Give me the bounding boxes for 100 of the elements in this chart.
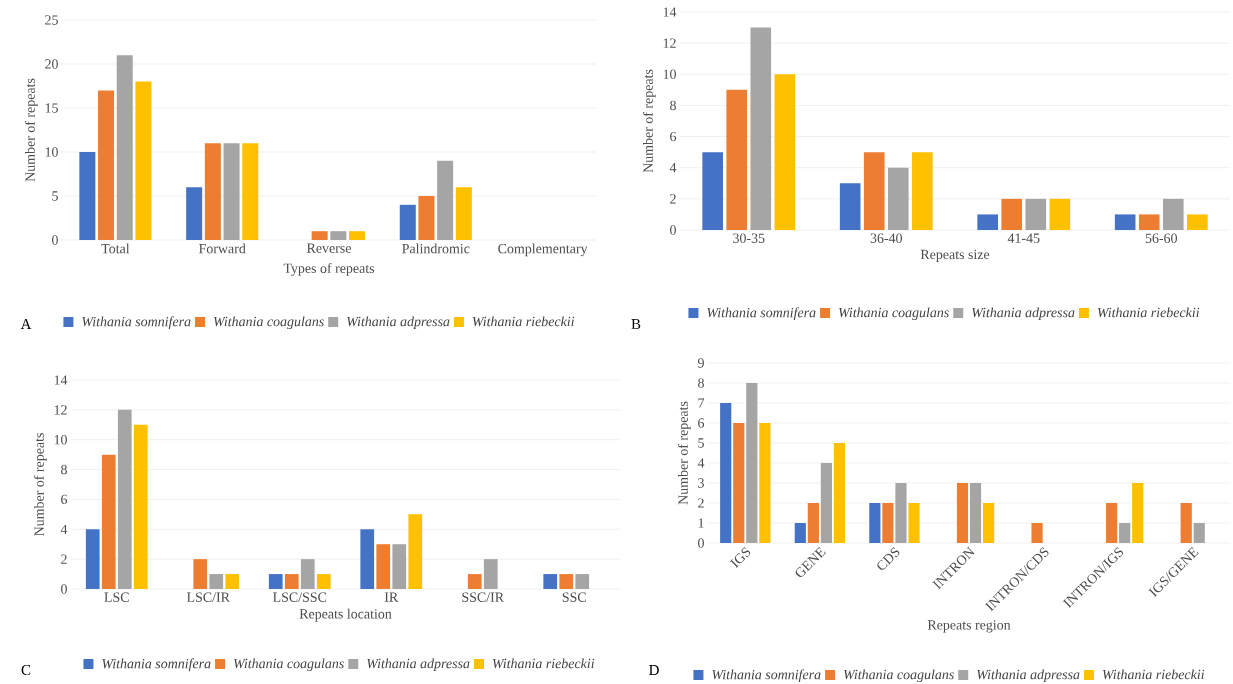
x-tick-label: LSC/SSC	[273, 592, 327, 602]
y-tick-label: 0	[61, 584, 67, 594]
x-tick-label: Total	[101, 243, 130, 254]
y-tick-label: 5	[698, 438, 704, 448]
bar	[977, 214, 998, 230]
bar	[882, 503, 894, 543]
bar	[483, 559, 498, 589]
y-tick-label: 2	[670, 194, 676, 204]
y-tick-label: 6	[698, 418, 705, 428]
legend-label: Withania adpressa	[367, 658, 470, 672]
y-tick-label: 8	[698, 378, 704, 388]
y-tick-label: 9	[697, 358, 704, 368]
bar	[135, 81, 152, 240]
y-axis-title: Number of repeats	[642, 69, 656, 173]
bar	[79, 152, 96, 240]
y-tick-label: 14	[54, 375, 68, 385]
x-tick-label: Forward	[198, 243, 246, 254]
bar	[117, 409, 132, 589]
bar	[316, 574, 331, 589]
text: B	[631, 319, 641, 329]
legend-label: Withania coagulans	[233, 658, 344, 672]
bar	[186, 187, 203, 240]
x-axis-title: Types of repeats	[283, 263, 375, 276]
bar	[820, 463, 832, 543]
x-tick-label: 56-60	[1145, 233, 1177, 243]
x-axis-title: Repeats size	[920, 249, 990, 262]
bar	[223, 143, 240, 240]
bar	[242, 143, 259, 240]
legend-label: Withania somnifera	[102, 658, 211, 672]
bar	[399, 204, 416, 240]
legend-label: Withania coagulans	[838, 307, 949, 321]
x-tick-label: 36-40	[870, 233, 902, 243]
y-tick-label: 2	[61, 554, 67, 564]
text: A	[20, 319, 32, 329]
x-axis-title: Repeats region	[927, 620, 1011, 633]
bar	[1187, 214, 1208, 230]
bar	[759, 423, 771, 543]
legend-label: Withania adpressa	[977, 669, 1080, 683]
x-tick-label: LSC/IR	[186, 592, 230, 602]
legend-label: Withania coagulans	[213, 316, 324, 330]
legend-label: Withania adpressa	[347, 316, 450, 330]
bar	[1001, 198, 1023, 230]
y-tick-label: 8	[61, 464, 67, 475]
x-tick-label: Reverse	[306, 243, 351, 253]
y-tick-label: 25	[45, 15, 58, 25]
bar	[750, 27, 772, 230]
bar	[887, 167, 909, 230]
bar	[720, 403, 732, 543]
bar	[1049, 198, 1071, 230]
bar	[349, 231, 366, 240]
bar	[839, 183, 861, 230]
bar	[133, 424, 148, 589]
bar	[1132, 483, 1144, 543]
bar	[559, 574, 574, 589]
bar	[1193, 523, 1205, 543]
y-tick-label: 0	[698, 538, 704, 548]
y-axis-title: Number of repeats	[33, 433, 47, 536]
y-tick-label: 6	[61, 494, 68, 505]
bar	[774, 74, 796, 230]
bar	[437, 160, 454, 240]
bar	[1162, 198, 1184, 230]
x-tick-label: SSC	[562, 592, 586, 602]
x-axis-title: Repeats location	[299, 608, 392, 622]
bar	[1106, 503, 1118, 543]
legend-label: Withania riebeckii	[1102, 669, 1205, 680]
bar	[209, 574, 224, 589]
y-tick-label: 10	[54, 435, 67, 445]
bar	[284, 574, 299, 589]
y-tick-label: 7	[698, 398, 705, 408]
y-tick-label: 4	[60, 524, 68, 534]
bar	[895, 483, 907, 543]
bar	[225, 574, 240, 589]
bar	[982, 503, 995, 543]
bar	[575, 574, 590, 589]
bar	[467, 574, 482, 589]
y-tick-label: 6	[670, 131, 677, 142]
bar	[193, 559, 208, 589]
bar	[726, 89, 748, 230]
bar	[543, 574, 558, 589]
y-tick-label: 10	[663, 69, 676, 79]
x-tick-label: LSC	[104, 592, 129, 602]
y-tick-label: 1	[698, 518, 704, 528]
legend-label: Withania riebeckii	[472, 316, 575, 327]
y-tick-label: 20	[45, 59, 58, 69]
x-tick-label: 30-35	[733, 233, 765, 243]
bar	[408, 514, 423, 589]
bar	[1119, 523, 1131, 543]
legend-label: Withania riebeckii	[492, 658, 595, 669]
bar	[863, 152, 885, 230]
bar	[1180, 503, 1192, 543]
bar	[702, 152, 723, 230]
y-tick-label: 3	[698, 478, 704, 488]
text: D	[649, 665, 659, 675]
bar	[956, 483, 969, 543]
legend-label: Withania adpressa	[972, 307, 1075, 321]
bar	[300, 559, 315, 589]
y-tick-label: 5	[52, 191, 58, 201]
x-tick-label: Complementary	[498, 243, 588, 257]
bar	[912, 152, 933, 230]
y-axis-title: Number of repeats	[24, 78, 38, 182]
